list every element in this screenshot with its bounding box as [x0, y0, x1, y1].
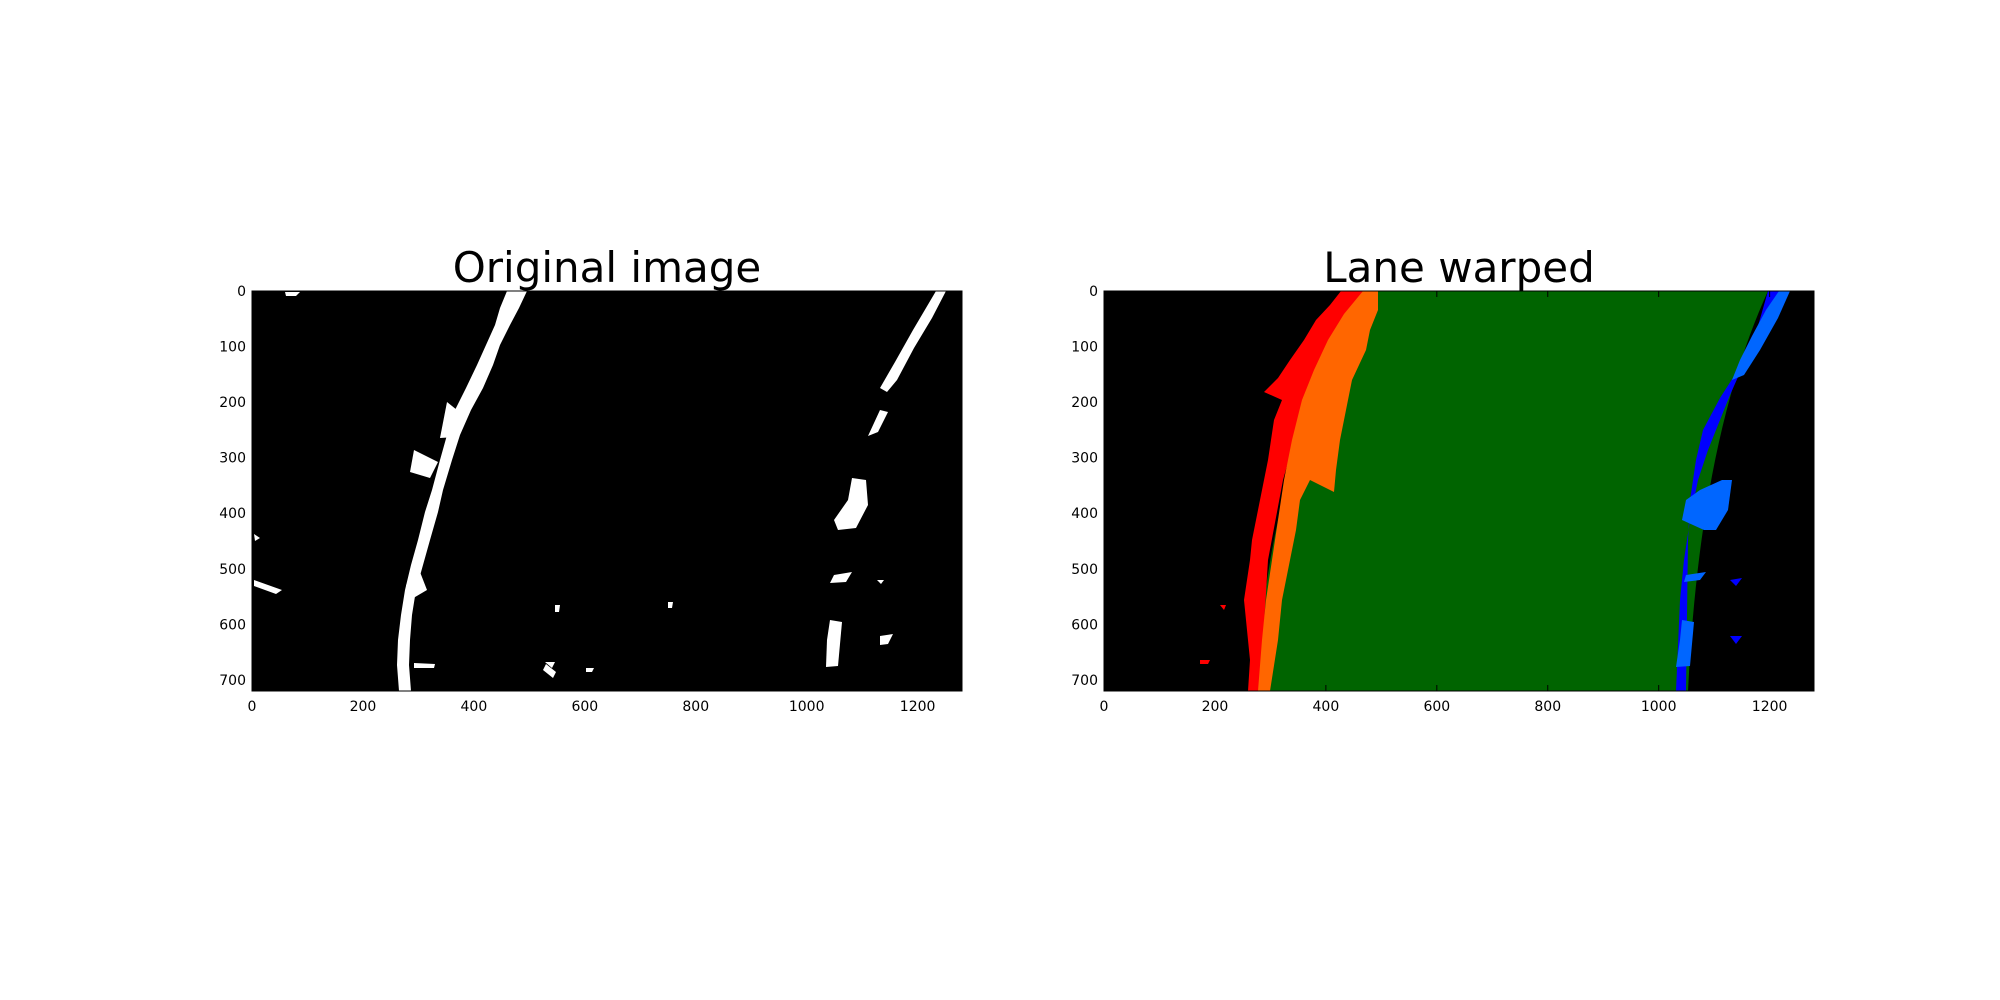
x-tick-label-warped: 0	[1100, 699, 1109, 715]
x-tick-label-original: 400	[461, 699, 488, 715]
y-tick-label-original: 500	[219, 562, 246, 578]
speck-7	[668, 602, 673, 608]
x-tick-label-warped: 1000	[1641, 699, 1677, 715]
x-tick-label-warped: 800	[1534, 699, 1561, 715]
panel-original: Original image	[219, 243, 963, 715]
red-speck-2	[1220, 605, 1226, 610]
left-lane-window	[1258, 291, 1378, 691]
x-tick-label-original: 600	[571, 699, 598, 715]
y-tick-label-original: 0	[237, 284, 246, 300]
left-lane-jag	[440, 402, 467, 438]
x-tick-label-warped: 200	[1202, 699, 1229, 715]
right-lane-dash-1	[868, 410, 888, 436]
y-tick-label-original: 300	[219, 451, 246, 467]
speck-1	[254, 580, 282, 594]
x-tick-label-original: 800	[682, 699, 709, 715]
panel-warped-title: Lane warped	[1323, 243, 1594, 292]
speck-4	[545, 662, 555, 668]
right-lane-dash-3	[830, 572, 852, 583]
axes-frame-warped	[1103, 290, 1815, 692]
panel-warped: Lane warped 0 200 400 600 800 1000 1200 0 100 200…	[1071, 243, 1815, 715]
axes-frame-original	[251, 290, 963, 692]
panel-original-title: Original image	[453, 243, 762, 292]
x-tick-label-warped: 400	[1313, 699, 1340, 715]
speck-6	[543, 664, 556, 678]
image-background	[252, 291, 962, 691]
speck-11	[414, 663, 435, 668]
ticks-warped: 0 200 400 600 800 1000 1200 0 100 200 300 400 500 600…	[1071, 284, 1814, 715]
image-original	[252, 291, 962, 691]
y-tick-label-original: 400	[219, 506, 246, 522]
y-tick-label-warped: 300	[1071, 451, 1098, 467]
speck-5	[555, 605, 560, 612]
ticks-original: 0 200 400 600 800 1000 1200 0 100 200 300 400 500 600…	[219, 284, 962, 715]
speck-10	[586, 668, 594, 672]
y-tick-label-original: 100	[219, 340, 246, 356]
x-tick-label-warped: 1200	[1752, 699, 1788, 715]
right-lane-dash-2	[834, 478, 868, 530]
right-lane-window	[1732, 291, 1790, 380]
y-tick-label-warped: 700	[1071, 673, 1098, 689]
red-speck-1	[1200, 660, 1210, 664]
right-lane-window-4	[1676, 620, 1694, 667]
y-tick-label-warped: 600	[1071, 617, 1098, 633]
blue-speck-2	[1730, 636, 1742, 644]
y-tick-label-original: 600	[219, 617, 246, 633]
y-tick-label-original: 200	[219, 395, 246, 411]
lane-area	[1256, 291, 1768, 691]
y-tick-label-warped: 400	[1071, 506, 1098, 522]
speck-8	[880, 634, 893, 645]
left-lane-jag-3	[406, 572, 427, 600]
right-lane-window-2	[1682, 480, 1732, 530]
right-lane-dash-4	[826, 620, 842, 667]
blue-speck-1	[1730, 578, 1742, 586]
right-lane-line-top	[880, 291, 946, 392]
left-lane-pixels	[1244, 291, 1363, 691]
y-tick-label-warped: 0	[1089, 284, 1098, 300]
x-tick-label-original: 0	[248, 699, 257, 715]
image-warped	[1104, 291, 1814, 691]
left-lane-jag-2	[410, 450, 438, 478]
x-tick-label-original: 200	[350, 699, 377, 715]
x-tick-label-warped: 600	[1423, 699, 1450, 715]
y-tick-label-warped: 100	[1071, 340, 1098, 356]
right-lane-window-3	[1684, 572, 1706, 582]
x-tick-label-original: 1000	[789, 699, 825, 715]
x-tick-label-original: 1200	[900, 699, 936, 715]
speck-3	[285, 292, 300, 296]
speck-2	[254, 534, 260, 541]
y-tick-label-warped: 200	[1071, 395, 1098, 411]
y-tick-label-original: 700	[219, 673, 246, 689]
speck-9	[877, 580, 884, 584]
y-tick-label-warped: 500	[1071, 562, 1098, 578]
